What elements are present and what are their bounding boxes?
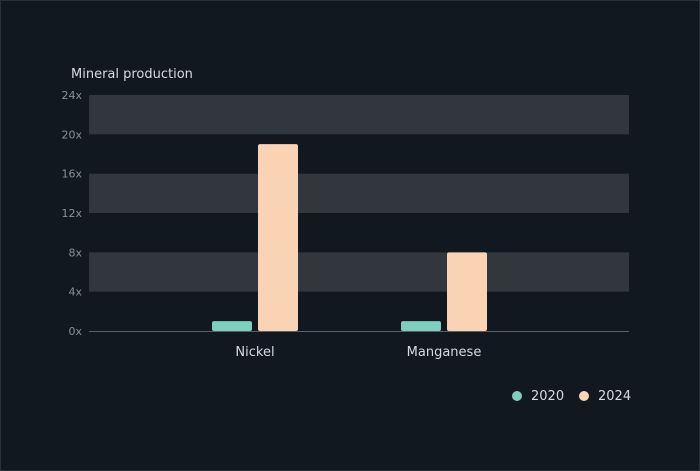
bar-manganese-2020 [401, 321, 441, 331]
bar-nickel-2024 [258, 144, 298, 331]
y-tick-label: 8x [68, 246, 82, 259]
y-tick-label: 24x [61, 89, 82, 102]
bar-nickel-2020 [212, 321, 252, 331]
y-tick-label: 0x [68, 325, 82, 338]
y-tick-label: 4x [68, 286, 82, 299]
legend: 2020 2024 [512, 389, 631, 404]
x-category-label: Nickel [235, 345, 274, 360]
grid-band [89, 173, 629, 213]
x-axis-labels: Nickel Manganese [235, 345, 481, 360]
legend-label: 2024 [598, 389, 631, 404]
y-axis-ticks: 0x 4x 8x 12x 16x 20x 24x [61, 89, 82, 338]
chart-title: Mineral production [71, 67, 193, 82]
bar-manganese-2024 [447, 252, 487, 331]
x-category-label: Manganese [407, 345, 482, 360]
legend-swatch [579, 391, 589, 401]
grid-band [89, 95, 629, 135]
legend-label: 2020 [531, 389, 564, 404]
y-tick-label: 20x [61, 128, 82, 141]
y-tick-label: 12x [61, 207, 82, 220]
grid-bands [89, 95, 629, 292]
grid-band [89, 252, 629, 292]
bars [212, 144, 487, 331]
y-tick-label: 16x [61, 168, 82, 181]
legend-swatch [512, 391, 522, 401]
